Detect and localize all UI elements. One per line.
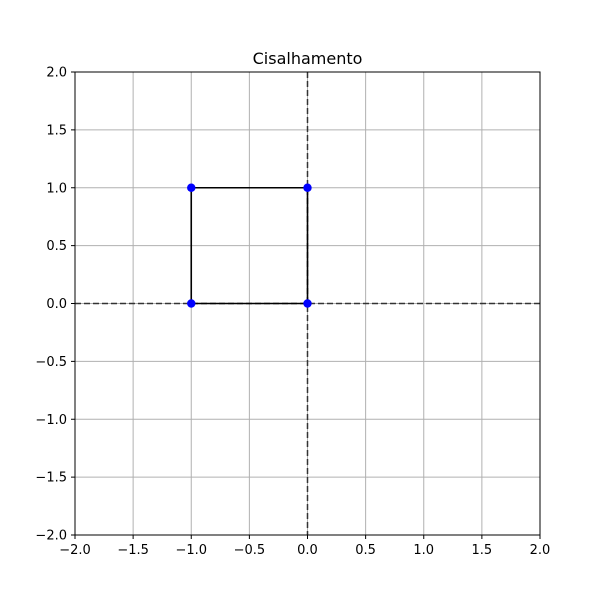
series <box>187 183 312 308</box>
y-tick-label: 0.5 <box>46 239 67 254</box>
y-tick-label: −2.0 <box>35 529 67 544</box>
y-tick-label: 1.0 <box>46 181 67 196</box>
chart-title: Cisalhamento <box>253 49 363 68</box>
x-tick-label: 0.0 <box>297 543 318 558</box>
data-point-3 <box>187 183 196 192</box>
ticks: −2.0 −1.5 −1.0 −0.5 0.0 0.5 1.0 1.5 2.0 −2.0 −1.5 −… <box>35 66 550 559</box>
y-tick-label: 2.0 <box>46 66 67 81</box>
x-tick-label: −1.5 <box>117 543 149 558</box>
x-tick-label: 1.5 <box>472 543 493 558</box>
y-tick-label: −1.5 <box>35 471 67 486</box>
x-tick-label: 0.5 <box>355 543 376 558</box>
y-tick-label: 0.0 <box>46 297 67 312</box>
data-point-1 <box>303 299 312 308</box>
reference-lines <box>75 72 540 535</box>
y-tick-label: −1.0 <box>35 413 67 428</box>
data-point-2 <box>303 183 312 192</box>
x-tick-label: −0.5 <box>234 543 266 558</box>
y-tick-label: 1.5 <box>46 123 67 138</box>
x-tick-label: −2.0 <box>59 543 91 558</box>
x-tick-label: −1.0 <box>175 543 207 558</box>
x-tick-label: 1.0 <box>413 543 434 558</box>
y-tick-label: −0.5 <box>35 355 67 370</box>
x-tick-label: 2.0 <box>530 543 551 558</box>
data-point-0 <box>187 299 196 308</box>
